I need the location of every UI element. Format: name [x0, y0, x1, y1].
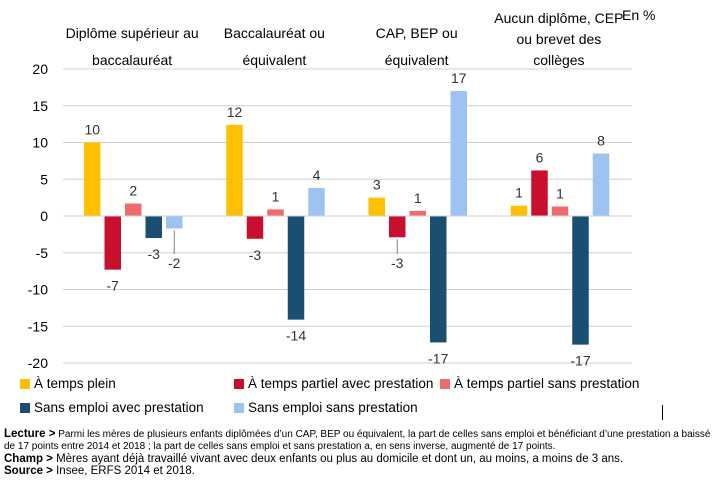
y-tick-label: -15 [28, 318, 48, 334]
category-label: CAP, BEP ou [376, 25, 458, 41]
bar [104, 216, 121, 270]
bar [531, 170, 548, 216]
champ-label: Champ > [4, 453, 53, 465]
unit-label: En % [622, 7, 655, 23]
y-tick-label: 5 [40, 171, 48, 187]
bar [226, 124, 243, 216]
y-tick-label: -5 [36, 245, 49, 261]
bar [125, 203, 142, 216]
data-label: 3 [373, 177, 381, 193]
data-label: -17 [428, 350, 448, 366]
y-tick-label: -10 [28, 282, 48, 298]
legend: À temps plein À temps partiel avec presta… [20, 376, 660, 420]
bar [510, 205, 528, 216]
bar [592, 153, 610, 216]
legend-item: Sans emploi sans prestation [234, 400, 418, 415]
legend-label: Sans emploi avec prestation [34, 400, 204, 415]
legend-swatch [20, 402, 30, 413]
data-label: 10 [84, 122, 100, 138]
legend-label: À temps plein [34, 376, 116, 391]
data-label: 1 [556, 185, 564, 201]
bar [246, 216, 264, 239]
bar [145, 216, 162, 239]
category-label: équivalent [385, 52, 449, 68]
bar [287, 216, 305, 320]
data-label: -3 [148, 246, 161, 262]
source-text: Insee, ERFS 2014 et 2018. [52, 465, 195, 477]
bar [368, 197, 385, 216]
source-note: Source > Insee, ERFS 2014 et 2018. [4, 465, 720, 477]
category-label: Baccalauréat ou [224, 25, 325, 41]
source-label: Source > [4, 465, 53, 477]
data-label: 1 [515, 185, 523, 201]
lecture-note: Lecture > Parmi les mères de plusieurs e… [4, 428, 720, 453]
bar [572, 216, 589, 345]
bar [430, 216, 447, 343]
data-label: 6 [536, 149, 544, 165]
bar [166, 216, 183, 229]
legend-item: À temps plein [20, 376, 116, 391]
bar [308, 188, 325, 216]
data-label: -14 [286, 328, 306, 344]
y-tick-label: -20 [28, 355, 48, 371]
legend-swatch [234, 402, 244, 413]
bar [267, 209, 284, 216]
y-tick-label: 15 [32, 98, 48, 114]
lecture-text: Parmi les mères de plusieurs enfants dip… [4, 429, 711, 452]
category-label: ou brevet des [516, 31, 601, 47]
data-label: 12 [227, 104, 243, 120]
category-label: Aucun diplôme, CEP [494, 10, 623, 26]
data-label: -3 [249, 247, 262, 263]
data-label: -3 [391, 255, 404, 271]
y-tick-label: 0 [40, 208, 48, 224]
category-label: baccalauréat [92, 52, 172, 68]
bar [551, 206, 569, 216]
legend-label: Sans emploi sans prestation [248, 400, 418, 415]
legend-label: À temps partiel avec prestation [248, 376, 434, 391]
category-label: équivalent [242, 52, 306, 68]
champ-text: Mères ayant déjà travaillé vivant avec d… [52, 453, 624, 465]
data-label: 1 [414, 190, 422, 206]
legend-swatch [440, 378, 450, 389]
y-tick-label: 20 [32, 61, 48, 77]
legend-item: À temps partiel sans prestation [440, 376, 639, 391]
data-label: 1 [272, 188, 280, 204]
divider-line [662, 405, 663, 420]
notes: Lecture > Parmi les mères de plusieurs e… [4, 428, 720, 477]
data-label: -7 [107, 278, 120, 294]
legend-item: À temps partiel avec prestation [234, 376, 433, 391]
bar [409, 210, 426, 216]
data-label: 4 [313, 167, 321, 183]
legend-item: Sans emploi avec prestation [20, 400, 204, 415]
category-label: Diplôme supérieur au [66, 25, 199, 41]
chart: -20 -15 -10 -5 0 5 10 15 20 En % Diplôme supérieur… [28, 7, 656, 371]
lecture-label: Lecture > [4, 428, 56, 440]
data-label: -2 [168, 255, 181, 271]
bar [450, 91, 467, 216]
data-label: 8 [597, 133, 605, 149]
legend-swatch [234, 378, 244, 389]
y-tick-label: 10 [32, 135, 48, 151]
champ-note: Champ > Mères ayant déjà travaillé vivan… [4, 453, 720, 465]
data-label: 2 [129, 183, 137, 199]
legend-swatch [20, 378, 30, 389]
data-label: -17 [570, 353, 590, 369]
data-label: 17 [451, 70, 467, 86]
bar [84, 142, 101, 216]
category-label: collèges [533, 52, 584, 68]
bar [389, 216, 406, 238]
legend-label: À temps partiel sans prestation [454, 376, 640, 391]
